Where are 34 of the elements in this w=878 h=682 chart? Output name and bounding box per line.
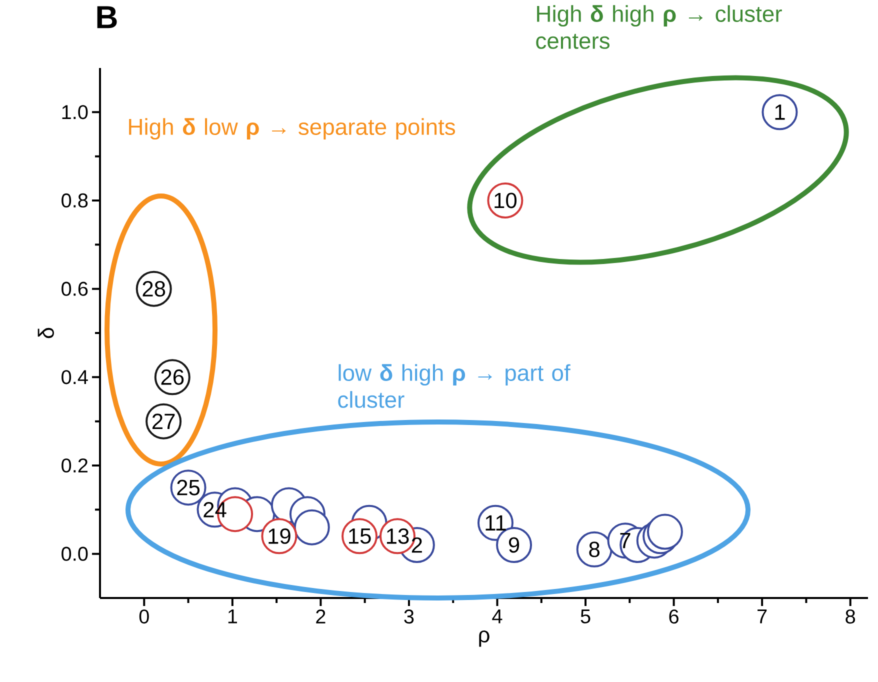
annotation: 2 — [412, 537, 422, 553]
x-tick-label: 1 — [228, 610, 237, 624]
chart-title: B — [97, 6, 117, 28]
y-tick-label: 0.0 — [62, 546, 88, 561]
x-tick-label: 2 — [316, 610, 326, 624]
y-tick-label: 0.4 — [62, 370, 88, 384]
y-tick-label: 1.0 — [62, 105, 88, 120]
text: low δ high ρ → part of cluster — [338, 364, 570, 408]
text: High δ high ρ → cluster centers — [536, 5, 782, 49]
y-tick-label: 0.2 — [62, 458, 88, 473]
x-tick-label: 8 — [846, 610, 856, 624]
annotation: 27 — [152, 414, 175, 429]
x-tick-label: 3 — [404, 610, 414, 624]
annotation: 9 — [508, 537, 520, 553]
annotation: 8 — [589, 542, 600, 558]
annotation: 1 — [775, 104, 785, 120]
annotation: 15 — [349, 528, 371, 544]
y-tick-label: 0.8 — [62, 193, 88, 208]
y-tick-label: 0.6 — [62, 282, 88, 296]
annotation: 11 — [486, 515, 506, 530]
annotation: 26 — [161, 369, 184, 385]
annotation: High δ low ρ → separate points — [129, 118, 456, 140]
annotation: 19 — [268, 528, 290, 544]
annotation: 13 — [386, 528, 409, 544]
y-axis-title: δ — [38, 328, 54, 338]
x-tick-label: 6 — [669, 610, 678, 624]
annotation: 25 — [177, 480, 200, 496]
x-tick-label: 7 — [758, 610, 767, 624]
x-tick-label: 5 — [580, 610, 590, 624]
x-tick-label: 0 — [139, 610, 149, 624]
x-tick-label: 4 — [492, 610, 502, 624]
x-axis-title: ρ — [479, 630, 490, 647]
annotation: 28 — [142, 281, 166, 297]
annotation: 10 — [494, 192, 517, 208]
